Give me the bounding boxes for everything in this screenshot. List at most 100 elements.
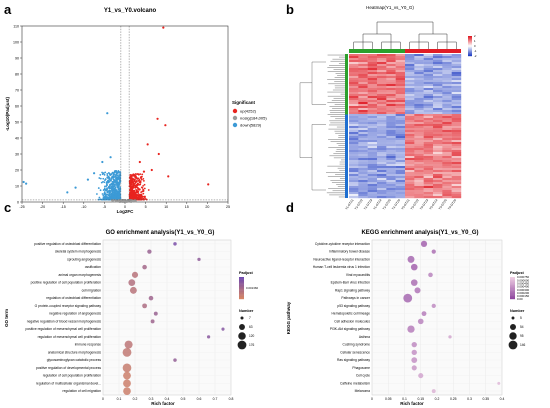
heatmap-cell	[358, 94, 368, 97]
heatmap-cell	[377, 102, 387, 105]
heatmap-cell	[367, 144, 378, 147]
heatmap-cell	[423, 114, 434, 117]
volcano-down-dot	[106, 174, 109, 177]
heatmap-cell	[395, 96, 406, 99]
legend-size-label: 146	[520, 343, 526, 347]
volcano-up-dot	[131, 179, 134, 182]
volcano-up-dot	[140, 194, 143, 196]
heatmap-cell	[367, 158, 378, 161]
heatmap-cell	[386, 164, 396, 167]
legend-size-label: 54	[520, 325, 524, 329]
heatmap-cell	[395, 156, 406, 159]
heatmap-cell	[386, 60, 396, 63]
heatmap-cell	[423, 192, 434, 195]
volcano-up-dot	[147, 189, 150, 191]
volcano-nosig-dot	[117, 200, 120, 203]
heatmap-cell	[377, 192, 387, 195]
legend-color-step	[239, 286, 244, 289]
heatmap-cell	[358, 138, 368, 141]
volcano-point	[156, 117, 159, 120]
volcano-up-dot	[144, 195, 146, 198]
color-scale-step	[468, 38, 472, 40]
volcano-point	[66, 191, 69, 194]
heatmap-cell	[358, 70, 368, 73]
heatmap-cell	[423, 76, 434, 79]
heatmap-cell	[451, 86, 462, 89]
color-scale-tick: 1	[474, 39, 476, 43]
heatmap-cell	[405, 106, 415, 109]
heatmap-cell	[377, 56, 387, 59]
heatmap-cell	[414, 64, 424, 67]
legend-color-step	[510, 296, 515, 299]
heatmap-cell	[367, 160, 378, 163]
heatmap-cell	[433, 116, 443, 119]
column-group-Y0	[405, 49, 461, 53]
heatmap-cell	[367, 100, 378, 103]
heatmap-cell	[349, 72, 359, 75]
heatmap-cell	[367, 126, 378, 129]
heatmap-cell	[414, 170, 424, 173]
heatmap-cell	[433, 180, 443, 183]
volcano-down-dot	[105, 185, 108, 188]
volcano-x-label: Log2FC	[117, 209, 134, 214]
heatmap-cell	[405, 168, 415, 171]
heatmap-cell	[367, 58, 378, 61]
heatmap-cell	[377, 170, 387, 173]
volcano-down-dot	[107, 190, 110, 192]
volcano-point	[109, 156, 112, 159]
heatmap-cell	[349, 192, 359, 195]
heatmap-cell	[377, 138, 387, 141]
term-label: Cushing syndrome	[343, 343, 371, 347]
heatmap-cell	[358, 184, 368, 187]
heatmap-cell	[377, 166, 387, 169]
heatmap-cell	[386, 90, 396, 93]
heatmap-cell	[433, 166, 443, 169]
legend-color-step	[510, 280, 515, 282]
heatmap-cell	[395, 110, 406, 113]
heatmap-cell	[367, 84, 378, 87]
heatmap-cell	[349, 190, 359, 193]
volcano-y-tick-label: 110	[13, 24, 19, 28]
heatmap-cell	[377, 168, 387, 171]
heatmap-cell	[358, 118, 368, 121]
heatmap-cell	[451, 96, 462, 99]
volcano-down-dot	[106, 188, 109, 191]
heatmap-cell	[377, 148, 387, 151]
heatmap-cell	[433, 106, 443, 109]
heatmap-cell	[433, 104, 443, 107]
heatmap-cell	[395, 188, 406, 191]
legend-color-step	[510, 288, 515, 290]
heatmap-cell	[358, 106, 368, 109]
heatmap-cell	[377, 68, 387, 71]
heatmap-column-labels: Y1-GTZ1Y1-GTZ2Y1-GTZ3Y1-GTZ4Y1-GTZ5Y1-GT…	[344, 198, 457, 211]
heatmap-cell	[433, 76, 443, 79]
enrichment-dot	[147, 249, 152, 254]
heatmap-cell	[367, 170, 378, 173]
term-label: Epstein-Barr virus infection	[331, 281, 371, 285]
color-scale-tick: -1	[474, 49, 477, 53]
volcano-down-dot	[110, 178, 113, 180]
legend-nosig-marker	[232, 115, 238, 121]
heatmap-cell	[423, 188, 434, 191]
heatmap-cell	[386, 158, 396, 161]
volcano-point	[132, 199, 135, 202]
volcano-nosig-dot	[115, 200, 118, 203]
heatmap-cell	[405, 72, 415, 75]
heatmap-cell	[377, 112, 387, 115]
heatmap-cell	[349, 62, 359, 65]
heatmap-cell	[358, 62, 368, 65]
heatmap-cell	[367, 196, 378, 199]
heatmap-cell	[367, 54, 378, 57]
heatmap-cell	[395, 164, 406, 167]
volcano-nosig-dot	[129, 200, 132, 203]
heatmap-cell	[377, 64, 387, 67]
legend-color-step	[239, 292, 244, 294]
column-dendro-leaf	[353, 41, 373, 49]
enrichment-dot	[431, 303, 436, 309]
volcano-up-dot	[141, 190, 144, 193]
volcano-down-dot	[116, 184, 119, 187]
heatmap-cell	[367, 72, 378, 75]
volcano-up-dot	[138, 188, 141, 191]
heatmap-cell	[367, 60, 378, 63]
heatmap-cell	[386, 72, 396, 75]
